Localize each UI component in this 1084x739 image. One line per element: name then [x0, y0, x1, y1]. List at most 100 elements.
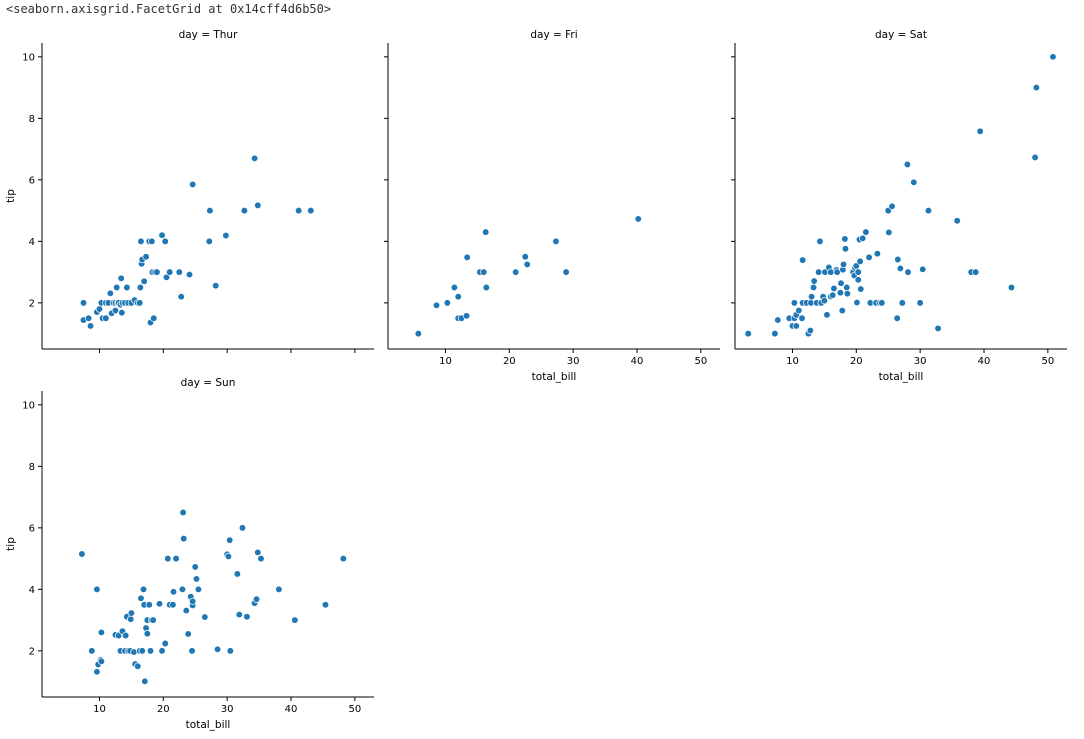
scatter-point — [164, 554, 172, 563]
scatter-point — [898, 299, 906, 307]
y-tick-label: 8 — [29, 462, 35, 473]
scatter-point — [205, 237, 213, 246]
scatter-point — [141, 677, 149, 685]
scatter-point — [86, 322, 95, 330]
scatter-point — [792, 322, 800, 330]
scatter-point — [838, 306, 846, 315]
scatter-point — [226, 536, 234, 544]
scatter-point — [841, 235, 849, 243]
scatter-point — [158, 647, 166, 655]
scatter-point — [953, 217, 961, 225]
scatter-point — [189, 597, 197, 606]
scatter-point — [139, 585, 148, 594]
scatter-point — [78, 550, 86, 558]
scatter-point — [93, 668, 101, 676]
scatter-point — [843, 283, 851, 292]
scatter-point — [212, 281, 220, 290]
scatter-point — [1007, 283, 1016, 292]
scatter-point — [201, 613, 209, 621]
scatter-point — [145, 601, 153, 609]
x-tick-label: 30 — [567, 356, 580, 367]
scatter-point — [790, 299, 799, 307]
scatter-point — [885, 228, 893, 237]
scatter-point — [339, 554, 348, 563]
scatter-point — [512, 268, 520, 276]
x-tick-label: 50 — [348, 704, 361, 715]
scatter-point — [903, 160, 912, 169]
scatter-point — [184, 630, 192, 638]
y-tick-label: 8 — [29, 114, 35, 125]
scatter-point — [177, 293, 185, 301]
scatter-point — [257, 554, 265, 563]
scatter-point — [910, 178, 918, 186]
scatter-point — [972, 268, 980, 276]
scatter-point — [878, 299, 886, 307]
facet-title: day = Sun — [181, 377, 236, 389]
facet-panel: day = Thur 2 4 6 8 10 tip — [5, 29, 374, 353]
scatter-point — [127, 615, 135, 623]
scatter-point — [807, 293, 816, 301]
facet-panel: day = Sun 2 4 6 8 10 10 20 30 40 50 tip total_bill — [5, 377, 374, 731]
x-tick-label: 10 — [93, 704, 106, 715]
scatter-point — [161, 237, 169, 246]
facetgrid-repr-output: <seaborn.axisgrid.FacetGrid at 0x14cff4d… — [6, 2, 332, 16]
scatter-point — [463, 253, 471, 262]
scatter-point — [562, 268, 570, 276]
scatter-point — [127, 609, 136, 617]
x-tick-label: 30 — [221, 704, 234, 715]
scatter-point — [254, 548, 262, 557]
scatter-point — [859, 234, 867, 242]
scatter-point — [180, 534, 188, 543]
scatter-point — [161, 639, 169, 648]
scatter-point — [814, 268, 823, 276]
scatter-point — [118, 309, 126, 317]
scatter-point — [857, 285, 865, 293]
scatter-point — [95, 305, 104, 313]
scatter-point — [806, 326, 814, 335]
scatter-point — [175, 268, 183, 276]
scatter-point — [150, 314, 158, 322]
scatter-point — [172, 554, 180, 563]
scatter-point — [810, 277, 818, 285]
scatter-point — [136, 283, 144, 292]
scatter-point — [521, 253, 529, 261]
scatter-point — [226, 647, 234, 655]
scatter-point — [799, 256, 807, 264]
y-tick-label: 4 — [29, 237, 35, 248]
y-axis-label: tip — [5, 537, 17, 551]
scatter-point — [206, 206, 214, 215]
scatter-point — [106, 289, 114, 297]
scatter-point — [194, 585, 203, 594]
scatter-point — [841, 245, 850, 253]
scatter-point — [169, 601, 177, 609]
scatter-point — [896, 264, 905, 273]
x-tick-label: 10 — [786, 356, 799, 367]
scatter-point — [102, 314, 110, 322]
scatter-point — [482, 283, 490, 292]
scatter-point — [1049, 53, 1057, 61]
scatter-point — [240, 206, 249, 215]
scatter-point — [480, 268, 488, 276]
scatter-point — [192, 575, 201, 583]
scatter-point — [454, 293, 462, 301]
scatter-point — [823, 311, 831, 319]
facet-panel: day = Fri 10 20 30 40 50 total_bill — [384, 29, 720, 383]
scatter-point — [140, 277, 148, 285]
scatter-point — [839, 260, 848, 269]
scatter-point — [744, 329, 752, 338]
scatter-point — [275, 585, 283, 594]
scatter-point — [1032, 83, 1041, 92]
y-tick-label: 10 — [22, 400, 35, 411]
facet-title: day = Thur — [179, 29, 239, 41]
scatter-point — [143, 629, 151, 638]
facet-panel: day = Sat 10 20 30 40 50 total_bill — [731, 29, 1067, 383]
x-axis-label: total_bill — [879, 371, 924, 383]
scatter-point — [188, 647, 196, 655]
scatter-point — [295, 206, 303, 215]
scatter-point — [238, 524, 247, 532]
scatter-point — [774, 316, 782, 324]
y-tick-label: 6 — [29, 175, 35, 186]
scatter-point — [178, 585, 187, 594]
facet-title: day = Fri — [530, 29, 577, 41]
scatter-point — [97, 657, 106, 665]
